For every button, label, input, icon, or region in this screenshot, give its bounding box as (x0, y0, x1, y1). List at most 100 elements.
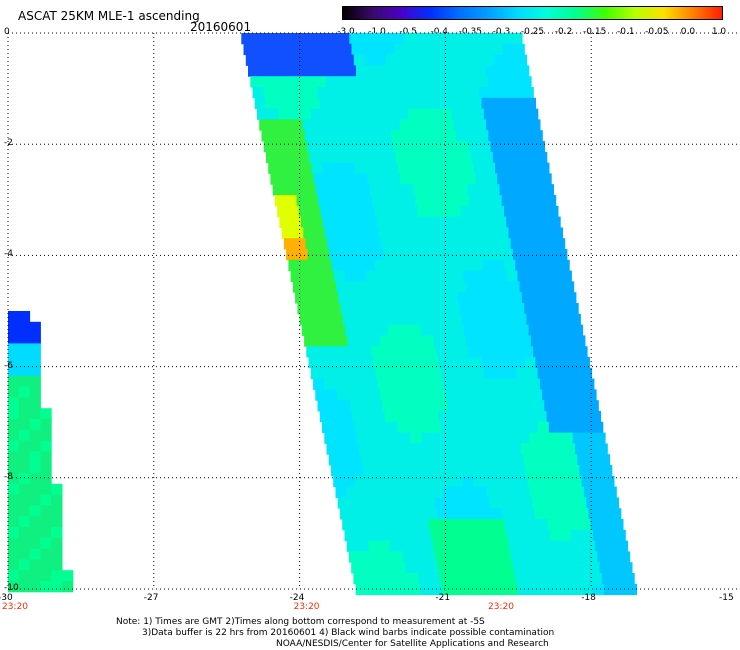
swath-cell (438, 357, 450, 369)
swath-cell (296, 141, 308, 153)
swath-cell (408, 367, 420, 380)
swath-cell (387, 162, 399, 174)
swath-cell (365, 475, 377, 488)
swath-cell (261, 76, 273, 88)
swath-cell (451, 162, 464, 174)
swath-cell (571, 583, 583, 596)
swath-cell (558, 519, 570, 531)
swath-cell (353, 519, 365, 531)
swath-cell (364, 313, 376, 326)
swath-cell (418, 573, 430, 585)
swath-cell (352, 465, 364, 477)
swath-cell (520, 130, 532, 142)
swath-cell (547, 465, 559, 477)
swath-cell (529, 119, 541, 131)
swath-cell (336, 335, 348, 347)
swath-cell (429, 54, 441, 66)
colorbar (342, 6, 723, 20)
swath-cell (358, 335, 370, 347)
swath-cell (279, 216, 291, 228)
swath-cell (272, 130, 284, 142)
swath-cell (478, 497, 490, 509)
swath-cell (374, 259, 387, 272)
swath-cell (487, 76, 500, 88)
swath-cell (361, 195, 373, 207)
swath-cell (558, 259, 570, 272)
swath-cell (548, 313, 560, 326)
swath-cell (372, 249, 384, 261)
swath-cell (342, 205, 354, 218)
swath-cell (334, 65, 346, 77)
swath-cell (291, 65, 303, 77)
swath-cell (439, 205, 451, 218)
swath-cell (302, 173, 315, 185)
swath-cell (29, 462, 41, 474)
swath-cell (524, 357, 536, 369)
swath-cell (285, 141, 297, 153)
swath-cell (499, 238, 512, 250)
swath-cell (484, 216, 496, 228)
swath-cell (401, 335, 413, 347)
swath-cell (567, 562, 579, 574)
swath-cell (338, 87, 351, 99)
swath-cell (506, 475, 518, 488)
swath-cell (407, 313, 419, 326)
swath-cell (399, 119, 411, 131)
swath-cell (509, 130, 522, 142)
swath-cell (553, 497, 565, 509)
swath-cell (580, 573, 592, 585)
swath-cell (355, 324, 368, 336)
swath-cell (274, 87, 286, 99)
swath-cell (489, 238, 501, 250)
swath-cell (401, 130, 414, 142)
swath-cell (506, 216, 518, 228)
swath-cell (352, 411, 364, 423)
swath-cell (534, 454, 546, 466)
swath-cell (285, 195, 297, 207)
time-label: 23:20 (488, 602, 514, 612)
swath-cell (461, 519, 473, 531)
swath-cell (29, 537, 41, 550)
swath-cell (477, 184, 490, 196)
swath-cell (571, 324, 584, 336)
swath-cell (554, 292, 566, 304)
swath-cell (398, 529, 410, 542)
y-tick-label: -8 (4, 471, 13, 482)
swath-cell (419, 475, 431, 488)
swath-cell (452, 216, 464, 228)
swath-cell (452, 270, 464, 282)
swath-cell (374, 519, 386, 531)
swath-cell (507, 432, 520, 444)
swath-cell (336, 389, 349, 401)
swath-cell (520, 76, 532, 88)
swath-cell (402, 238, 414, 250)
swath-cell (342, 259, 354, 272)
swath-cell (548, 421, 561, 434)
swath-cell (481, 303, 493, 315)
swath-cell (348, 238, 360, 250)
swath-cell (527, 475, 539, 488)
swath-cell (439, 573, 452, 585)
swath-cell (375, 313, 387, 326)
swath-cell (18, 505, 31, 517)
swath-cell (267, 54, 279, 66)
swath-cell (324, 119, 336, 131)
swath-cell (419, 216, 432, 228)
swath-cell (425, 87, 437, 99)
swath-cell (372, 562, 385, 574)
swath-cell (560, 583, 573, 596)
swath-cell (458, 249, 471, 261)
swath-cell (442, 119, 455, 131)
swath-cell (452, 529, 464, 542)
swath-cell (443, 432, 455, 444)
swath-cell (524, 562, 536, 574)
swath-cell (347, 130, 360, 142)
swath-cell (29, 527, 41, 539)
swath-cell (443, 227, 455, 239)
swath-cell (577, 508, 589, 520)
swath-cell (344, 475, 356, 488)
swath-cell (412, 130, 424, 142)
swath-cell (526, 313, 538, 326)
swath-cell (323, 324, 335, 336)
swath-cell (349, 33, 361, 45)
